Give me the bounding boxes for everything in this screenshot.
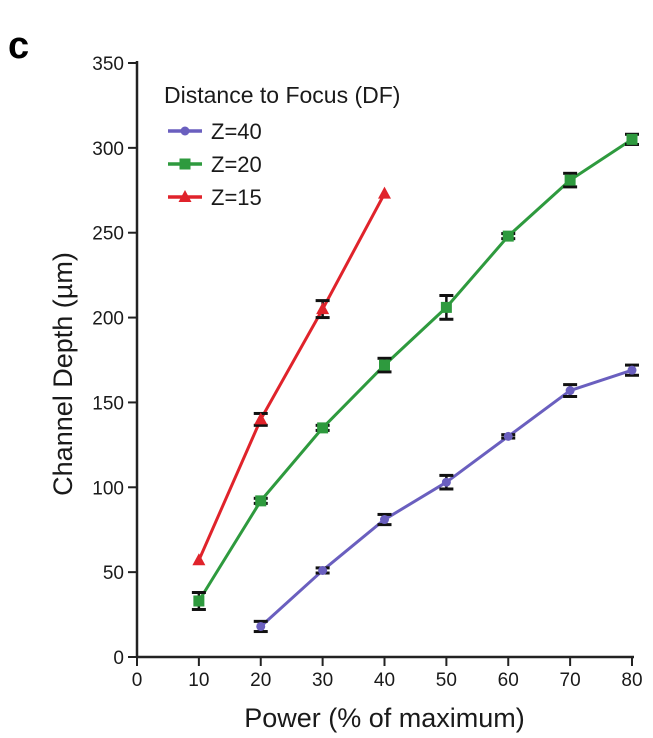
data-point — [192, 553, 206, 566]
data-point — [255, 495, 267, 507]
x-tick-label: 60 — [498, 670, 519, 691]
series-line — [197, 192, 386, 561]
axes: 0 50 100 150 200 250 300 350 0 10 20 30 40 50 60 70 80 — [92, 54, 642, 691]
y-tick-label: 50 — [103, 563, 124, 584]
legend-item: Z=20 — [168, 152, 262, 177]
panel-label: c — [8, 25, 29, 67]
data-point — [317, 422, 329, 434]
x-tick-label: 20 — [250, 670, 271, 691]
data-point — [380, 515, 389, 525]
data-point — [256, 621, 266, 631]
data-point — [193, 595, 205, 607]
x-tick-label: 30 — [312, 670, 333, 691]
legend-label: Z=15 — [211, 185, 262, 210]
data-point — [565, 386, 575, 396]
series-z40 — [253, 363, 639, 634]
data-point — [441, 477, 451, 487]
y-tick-label: 250 — [92, 224, 124, 245]
legend-label: Z=20 — [211, 152, 262, 177]
legend-swatch-marker — [179, 158, 191, 170]
series-line — [259, 368, 633, 628]
data-point — [627, 365, 637, 375]
y-tick-label: 200 — [92, 309, 124, 330]
legend-item: Z=40 — [168, 119, 262, 144]
data-point — [318, 565, 328, 575]
data-point — [254, 412, 268, 425]
y-axis-title: Channel Depth (µm) — [48, 252, 78, 496]
data-point — [502, 230, 514, 242]
x-tick-label: 40 — [374, 670, 395, 691]
x-tick-label: 70 — [560, 670, 581, 691]
y-tick-label: 300 — [92, 139, 124, 160]
legend: Distance to Focus (DF) Z=40 Z=20 Z=15 — [164, 82, 400, 210]
data-point — [503, 431, 513, 441]
legend-title: Distance to Focus (DF) — [164, 82, 400, 108]
series-z20 — [191, 132, 639, 611]
data-point — [440, 301, 452, 313]
data-point — [378, 186, 391, 199]
legend-swatch-marker — [180, 126, 190, 136]
y-tick-label: 150 — [92, 393, 124, 414]
x-tick-label: 80 — [621, 670, 642, 691]
x-tick-label: 50 — [436, 670, 457, 691]
series-z15 — [192, 186, 391, 566]
series-line — [197, 138, 633, 602]
legend-swatch-marker — [178, 190, 192, 202]
x-tick-label: 10 — [188, 670, 209, 691]
y-tick-label: 350 — [92, 54, 124, 75]
legend-label: Z=40 — [211, 119, 262, 144]
y-tick-label: 100 — [92, 478, 124, 499]
data-point — [564, 174, 576, 186]
data-point — [379, 359, 390, 371]
x-axis-title: Power (% of maximum) — [244, 703, 525, 733]
chart-marks — [191, 132, 639, 634]
data-point — [626, 133, 638, 145]
data-point — [316, 302, 330, 315]
legend-item: Z=15 — [168, 185, 262, 210]
y-tick-label: 0 — [113, 648, 124, 669]
x-tick-label: 0 — [132, 670, 143, 691]
